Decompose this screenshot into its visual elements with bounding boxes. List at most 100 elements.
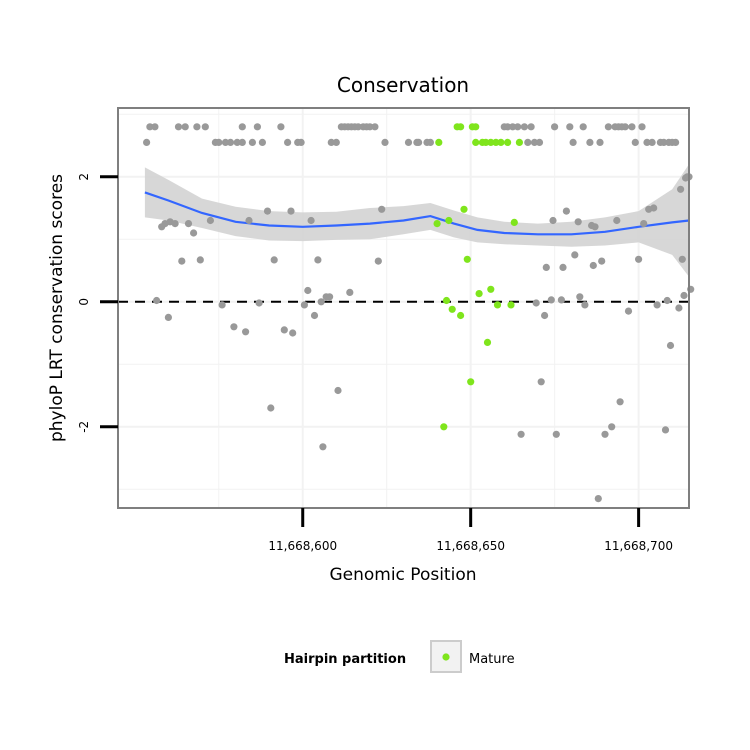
non-mature-point <box>517 430 525 438</box>
non-mature-point <box>576 293 584 301</box>
non-mature-point <box>591 223 599 231</box>
mature-point <box>442 296 451 305</box>
non-mature-point <box>547 296 555 304</box>
x-tick-label: 11,668,700 <box>604 539 673 553</box>
mature-point <box>463 255 471 263</box>
y-tick-label: 2 <box>77 173 91 181</box>
non-mature-point <box>151 123 159 131</box>
panel-border <box>117 107 690 509</box>
non-mature-point <box>552 430 560 438</box>
non-mature-point <box>571 251 579 259</box>
mature-point <box>472 138 480 146</box>
non-mature-point <box>334 386 342 395</box>
non-mature-point <box>206 216 214 225</box>
panel-border-layer <box>117 107 690 509</box>
non-mature-point <box>284 138 292 146</box>
non-mature-point <box>248 138 256 146</box>
non-mature-point <box>354 123 362 131</box>
non-mature-point <box>680 291 688 300</box>
non-mature-point <box>287 207 295 215</box>
non-mature-point <box>621 123 629 131</box>
mature-point <box>435 138 443 146</box>
non-mature-point <box>678 255 686 263</box>
non-mature-point <box>226 138 235 146</box>
mature-point <box>482 138 490 146</box>
non-mature-point <box>193 123 201 131</box>
mature-point <box>487 138 495 146</box>
non-mature-point <box>579 123 587 131</box>
non-mature-point <box>650 204 658 212</box>
non-mature-point <box>327 138 335 146</box>
smooth-trend-line <box>144 191 690 236</box>
x-tick-label: 11,668,600 <box>268 539 337 553</box>
non-mature-point <box>596 138 604 146</box>
non-mature-point <box>631 138 639 146</box>
non-mature-point <box>663 296 671 305</box>
non-mature-point <box>562 207 571 215</box>
non-mature-point <box>255 299 263 307</box>
non-mature-point <box>514 123 522 131</box>
non-mature-point <box>319 443 327 451</box>
mature-point <box>457 123 465 131</box>
chart-title: Conservation <box>337 73 469 97</box>
non-mature-point <box>601 430 609 438</box>
mature-point <box>440 423 448 431</box>
mature-point <box>460 205 468 213</box>
mature-point <box>493 301 502 309</box>
y-tick-label: -2 <box>77 421 91 433</box>
non-mature-point <box>366 123 374 131</box>
mature-point <box>457 311 465 320</box>
non-mature-point <box>263 207 272 215</box>
non-mature-point <box>153 296 161 305</box>
y-axis-title: phyloP LRT conservation scores <box>47 174 67 442</box>
non-mature-point <box>535 138 544 146</box>
panel-background <box>118 108 689 508</box>
non-mature-point <box>326 293 334 301</box>
non-mature-point <box>297 138 305 146</box>
non-mature-point <box>574 218 582 226</box>
mature-point <box>433 220 441 228</box>
non-mature-point <box>215 138 223 146</box>
non-mature-point <box>346 288 354 296</box>
non-mature-point <box>520 123 529 131</box>
non-mature-point <box>374 257 382 265</box>
mature-point <box>504 138 512 146</box>
non-mature-point <box>415 138 423 146</box>
non-mature-point <box>304 286 312 295</box>
non-mature-point <box>653 301 661 309</box>
non-mature-point <box>218 301 226 309</box>
mature-point <box>467 378 475 386</box>
non-mature-point <box>242 328 250 336</box>
non-mature-point <box>551 123 559 131</box>
non-mature-point <box>643 138 651 146</box>
non-mature-point <box>238 138 246 146</box>
non-mature-point <box>233 138 241 146</box>
non-mature-point <box>569 138 577 146</box>
y-tick-label: 0 <box>77 298 91 306</box>
non-mature-point <box>381 138 389 146</box>
non-mature-point <box>537 378 545 386</box>
confidence-band-layer <box>144 164 689 277</box>
x-axis: 11,668,600 11,668,650 11,668,700 <box>268 508 673 553</box>
non-mature-point <box>289 329 297 337</box>
non-mature-point <box>675 304 683 312</box>
non-mature-point <box>171 220 179 228</box>
non-mature-point <box>238 123 246 131</box>
non-mature-point <box>314 256 322 264</box>
non-mature-point <box>677 185 685 193</box>
mature-point <box>487 285 495 293</box>
non-mature-point <box>404 138 413 146</box>
non-mature-point <box>559 263 567 271</box>
legend: Hairpin partition Mature <box>284 640 515 673</box>
mature-point <box>492 138 500 146</box>
x-axis-title: Genomic Position <box>329 565 476 585</box>
non-mature-point <box>524 138 532 146</box>
non-mature-point <box>378 205 386 213</box>
mature-point <box>445 216 453 225</box>
mature-point <box>507 301 515 309</box>
non-mature-point <box>640 220 648 228</box>
mature-point <box>497 138 505 146</box>
non-mature-point <box>624 307 633 315</box>
non-mature-point <box>143 138 151 146</box>
non-mature-point <box>267 404 275 412</box>
